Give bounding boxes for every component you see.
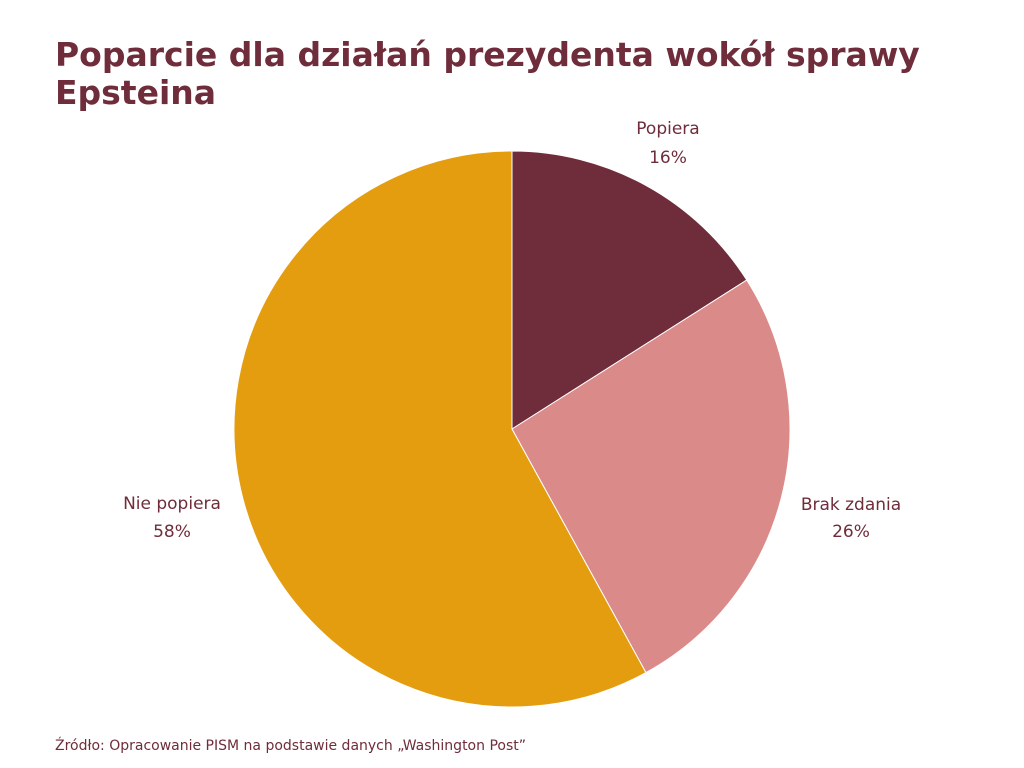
pie-slice-popiera — [511, 150, 748, 430]
chart-title: Poparcie dla działań prezydenta wokół sp… — [55, 35, 920, 112]
pie-slice-nie-popiera — [233, 150, 647, 708]
slice-value-label: 16% — [649, 148, 687, 168]
source-note: Źródło: Opracowanie PISM na podstawie da… — [55, 738, 526, 754]
slice-value-label: 26% — [832, 522, 870, 542]
slice-category-label: Nie popiera — [123, 494, 221, 514]
pie-slices — [233, 150, 791, 708]
slice-category-label: Popiera — [636, 119, 699, 139]
slice-category-label: Brak zdania — [801, 495, 901, 515]
slice-value-label: 58% — [153, 522, 191, 542]
pie-slice-brak-zdania — [511, 279, 791, 674]
pie-labels: Popiera 16% Brak zdania 26% Nie popiera 58% — [123, 119, 901, 542]
